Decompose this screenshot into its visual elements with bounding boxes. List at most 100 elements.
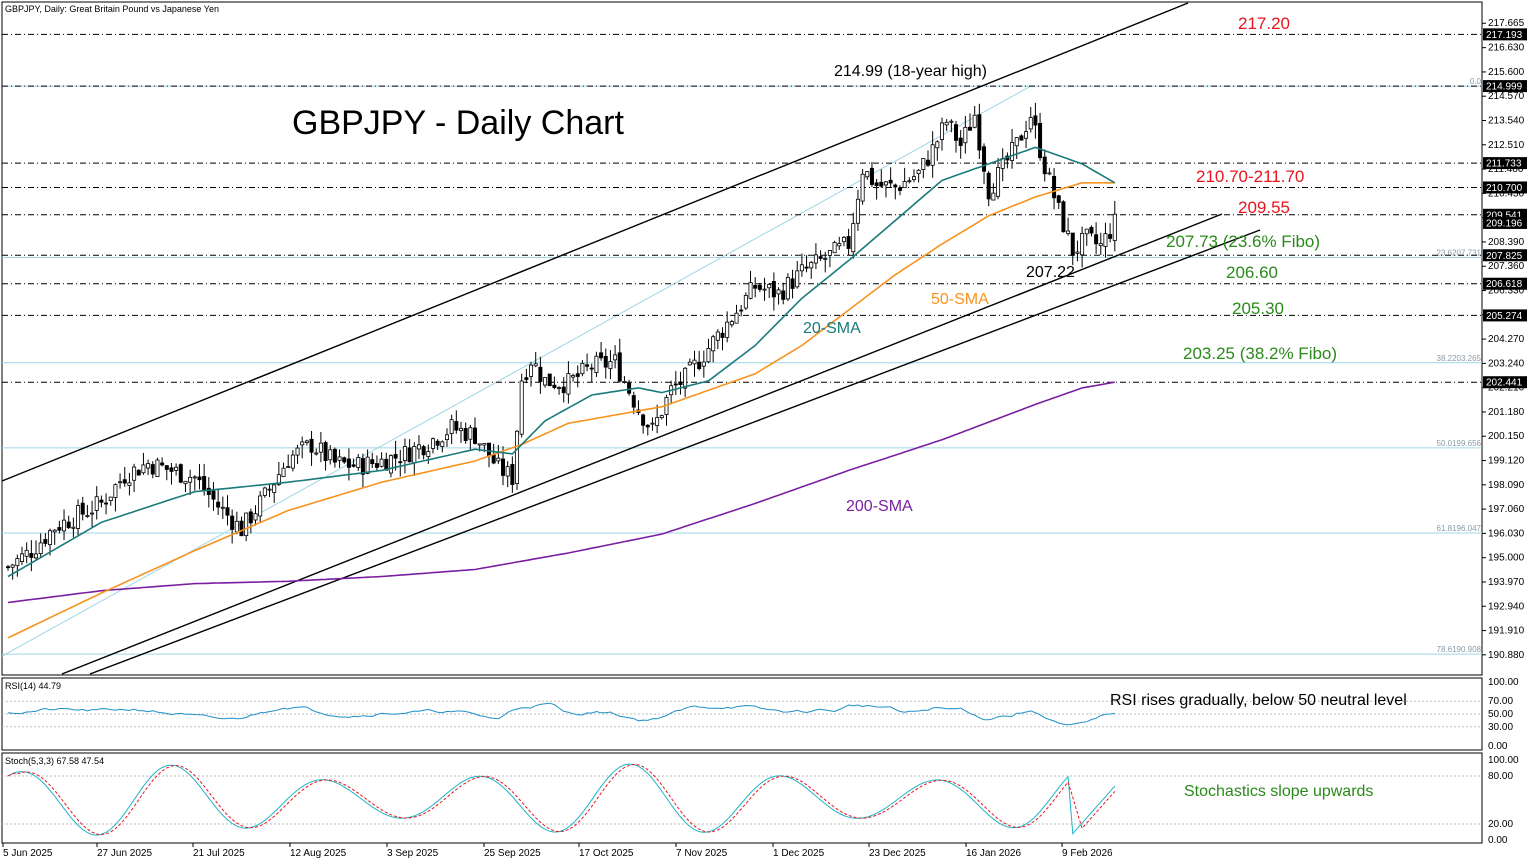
candle-body <box>169 467 174 472</box>
price-tag-bg <box>1483 376 1527 389</box>
candle-body <box>29 553 34 558</box>
high-label: 214.99 (18-year high) <box>834 63 987 80</box>
candle-body <box>454 421 459 431</box>
candle-body <box>954 124 959 141</box>
candle-body <box>823 258 828 260</box>
candle-body <box>332 448 337 463</box>
candle-body <box>472 427 477 444</box>
candle-body <box>346 458 351 468</box>
candle-body <box>725 321 730 338</box>
candle-body <box>160 462 165 466</box>
candle-body <box>178 464 183 483</box>
candle-body <box>216 501 221 508</box>
candle-body <box>1019 135 1024 141</box>
candle-body <box>197 476 202 481</box>
candle-body <box>622 381 627 383</box>
y-tick-label: 215.600 <box>1488 67 1525 78</box>
candle-body <box>1112 213 1117 241</box>
candle-body <box>524 377 529 380</box>
candle-body <box>659 415 664 419</box>
fibo-label: 0.0 <box>1470 77 1482 86</box>
rsi-tick-label: 30.00 <box>1488 722 1513 733</box>
candle-body <box>104 502 109 505</box>
price-tag-bg <box>1483 309 1527 322</box>
candle-body <box>519 380 524 435</box>
candle-body <box>458 427 463 432</box>
support-fibo-236-label: 207.73 (23.6% Fibo) <box>1166 232 1320 251</box>
candle-body <box>374 463 379 468</box>
price-tag-label: 214.999 <box>1486 82 1523 93</box>
sma200-label: 200-SMA <box>846 498 913 515</box>
candle-body <box>360 458 365 475</box>
candle-body <box>482 443 487 446</box>
y-tick-label: 211.480 <box>1488 164 1524 175</box>
candle-body <box>239 520 244 537</box>
x-tick-label: 21 Jul 2025 <box>193 848 245 859</box>
candle-body <box>1042 156 1047 175</box>
rsi-tick-label: 50.00 <box>1488 709 1513 720</box>
candle-body <box>701 361 706 367</box>
candle-body <box>496 457 501 462</box>
candle-body <box>860 173 865 202</box>
candle-body <box>379 458 384 467</box>
candle-body <box>230 515 235 530</box>
y-tick-label: 193.970 <box>1488 577 1525 588</box>
x-tick-label: 17 Oct 2025 <box>579 848 634 859</box>
price-tag-bg <box>1483 28 1527 41</box>
candle-body <box>370 459 375 465</box>
candle-body <box>90 512 95 515</box>
candle-body <box>958 137 963 146</box>
candle-body <box>627 382 632 394</box>
candle-body <box>617 352 622 382</box>
candle-body <box>650 422 655 425</box>
candle-body <box>645 424 650 428</box>
candle-body <box>85 515 90 517</box>
candle-body <box>655 417 660 427</box>
candle-body <box>846 236 851 249</box>
candle-body <box>62 519 67 532</box>
candle-body <box>71 526 76 529</box>
y-tick-label: 208.390 <box>1488 237 1525 248</box>
candle-body <box>136 469 141 476</box>
price-tag-label: 206.618 <box>1486 279 1523 290</box>
candle-body <box>837 243 842 247</box>
y-tick-label: 190.880 <box>1488 650 1525 661</box>
candle-body <box>234 520 239 533</box>
candle-body <box>613 354 618 361</box>
candle-body <box>566 373 571 395</box>
candle-body <box>552 384 557 388</box>
y-tick-label: 204.270 <box>1488 334 1525 345</box>
candle-body <box>762 288 767 291</box>
candle-body <box>1084 228 1089 235</box>
candle-body <box>538 366 543 382</box>
candle-body <box>930 144 935 166</box>
candle-body <box>795 270 800 288</box>
candle-body <box>402 446 407 462</box>
candle-body <box>585 364 590 367</box>
candle-body <box>547 373 552 387</box>
price-tag-bg <box>1483 80 1527 93</box>
candle-body <box>444 434 449 441</box>
candle-body <box>925 159 930 166</box>
candle-body <box>529 364 534 377</box>
candle-body <box>972 114 977 128</box>
candle-body <box>34 553 39 559</box>
price-tag-label: 205.274 <box>1486 311 1523 322</box>
candle-body <box>211 490 216 500</box>
candle-body <box>272 484 277 493</box>
symbol-info: GBPJPY, Daily: Great Britain Pound vs Ja… <box>5 4 219 14</box>
candle-body <box>505 466 510 477</box>
candle-body <box>767 284 772 289</box>
rsi-panel: 100.00 70.00 50.00 30.00 0.00 <box>2 677 1519 752</box>
price-tag-bg <box>1483 216 1527 229</box>
candle-body <box>440 441 445 447</box>
candle-body <box>365 456 370 474</box>
trend-channel <box>1 2 1261 675</box>
price-tag-label: 210.700 <box>1486 183 1523 194</box>
candle-body <box>421 446 426 456</box>
candle-body <box>916 169 921 174</box>
channel-lower-1 <box>61 213 1223 675</box>
candle-body <box>697 361 702 370</box>
stoch-note: Stochastics slope upwards <box>1184 783 1373 800</box>
